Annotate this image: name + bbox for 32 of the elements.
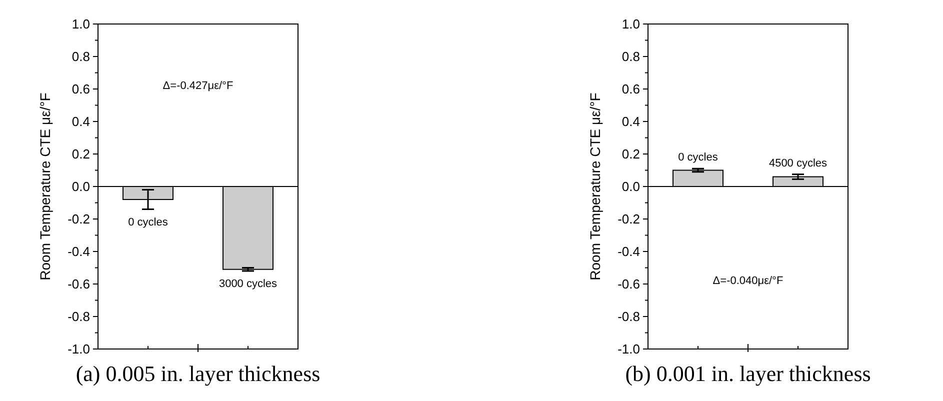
y-axis-title: Room Temperature CTE με/°F [37, 92, 53, 280]
y-axis-title: Room Temperature CTE με/°F [587, 92, 603, 280]
y-tick-label: -0.2 [618, 212, 640, 227]
y-tick-label: -0.2 [68, 212, 90, 227]
x-tick-label: 0 cycles [128, 216, 168, 228]
y-tick-label: 0.2 [72, 146, 90, 162]
annotation: Δ=-0.040με/°F [712, 275, 784, 287]
y-tick-label: 1.0 [622, 16, 640, 32]
y-tick-label: -0.6 [618, 276, 640, 292]
y-tick-label: 0.2 [622, 146, 640, 162]
y-tick-label: 0.0 [622, 179, 640, 194]
y-tick-label: -0.4 [618, 244, 640, 260]
x-tick-label: 3000 cycles [218, 278, 278, 290]
y-tick-label: 0.4 [72, 114, 90, 130]
x-tick-label: 0 cycles [678, 152, 718, 164]
y-tick-label: -0.6 [68, 276, 90, 292]
y-tick-label: -0.8 [68, 309, 90, 324]
y-tick-label: 0.8 [622, 49, 640, 64]
x-tick-label: 4500 cycles [768, 157, 828, 170]
y-tick-label: 0.0 [72, 179, 90, 194]
text: (b) 0.001 in. layer thickness [625, 361, 871, 386]
y-tick-label: -0.8 [618, 309, 640, 324]
text: (a) 0.005 in. layer thickness [76, 361, 320, 386]
y-tick-label: 0.8 [72, 49, 90, 64]
y-tick-label: 0.6 [622, 82, 640, 97]
y-tick-label: -0.4 [68, 244, 90, 260]
y-tick-label: 0.6 [72, 82, 90, 97]
y-tick-label: 1.0 [72, 16, 90, 32]
y-tick-label: 0.4 [622, 114, 640, 130]
y-tick-label: -1.0 [68, 342, 90, 357]
y-tick-label: -1.0 [618, 342, 640, 357]
annotation: Δ=-0.427με/°F [162, 80, 234, 92]
